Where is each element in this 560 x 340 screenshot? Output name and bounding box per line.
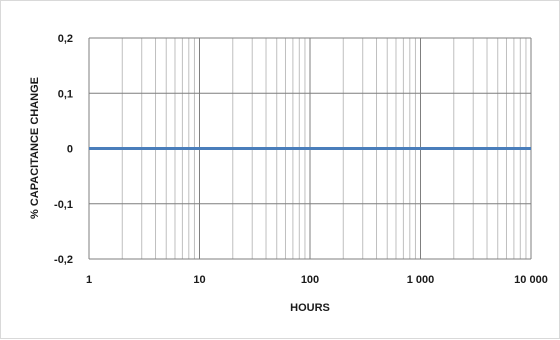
x-tick-label: 10 000 — [514, 274, 548, 286]
y-tick-label: 0 — [67, 144, 73, 156]
y-tick-labels: 0,2 0,1 0 -0,1 -0,2 — [54, 33, 73, 266]
x-tick-label: 100 — [301, 274, 319, 286]
x-tick-labels: 1 10 100 1 000 10 000 — [86, 274, 548, 286]
y-tick-label: -0,1 — [54, 199, 73, 211]
x-axis-title: HOURS — [290, 302, 330, 314]
y-axis-title: % CAPACITANCE CHANGE — [29, 77, 41, 219]
x-tick-label: 1 — [86, 274, 92, 286]
x-tick-label: 10 — [193, 274, 205, 286]
x-tick-label: 1 000 — [407, 274, 435, 286]
y-tick-label: -0,2 — [54, 254, 73, 266]
y-tick-label: 0,1 — [58, 88, 73, 100]
y-tick-label: 0,2 — [58, 33, 73, 45]
